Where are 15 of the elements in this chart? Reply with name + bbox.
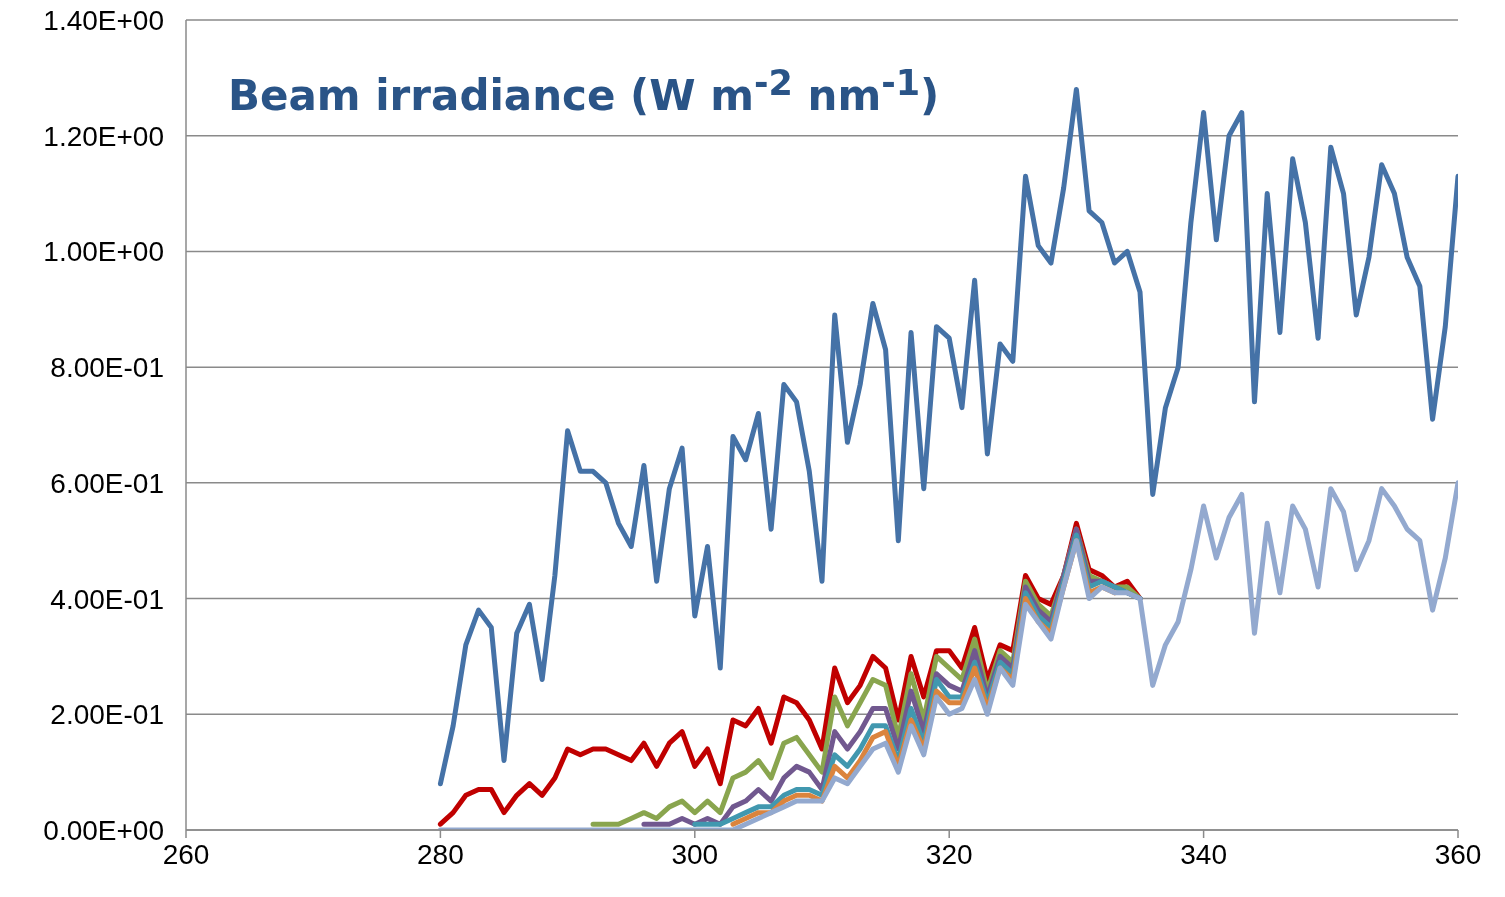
- x-tick-label: 320: [925, 838, 973, 870]
- x-tick-label: 300: [671, 838, 719, 870]
- y-tick-label: 1.20E+00: [43, 120, 164, 152]
- x-tick-label: 260: [162, 838, 210, 870]
- x-tick-label: 280: [417, 838, 464, 870]
- y-tick-label: 8.00E-01: [50, 352, 164, 384]
- y-tick-label: 1.00E+00: [43, 236, 164, 268]
- y-tick-label: 1.40E+00: [43, 4, 164, 36]
- y-tick-label: 4.00E-01: [50, 583, 164, 615]
- x-tick-label: 340: [1180, 838, 1227, 870]
- x-tick-label: 360: [1434, 838, 1482, 870]
- y-tick-label: 0.00E+00: [43, 814, 164, 846]
- y-tick-label: 2.00E-01: [50, 699, 164, 731]
- text: Beam irradiance (W m$^{-2}$ nm$^{-1}$): [228, 63, 940, 120]
- y-tick-label: 6.00E-01: [50, 467, 164, 499]
